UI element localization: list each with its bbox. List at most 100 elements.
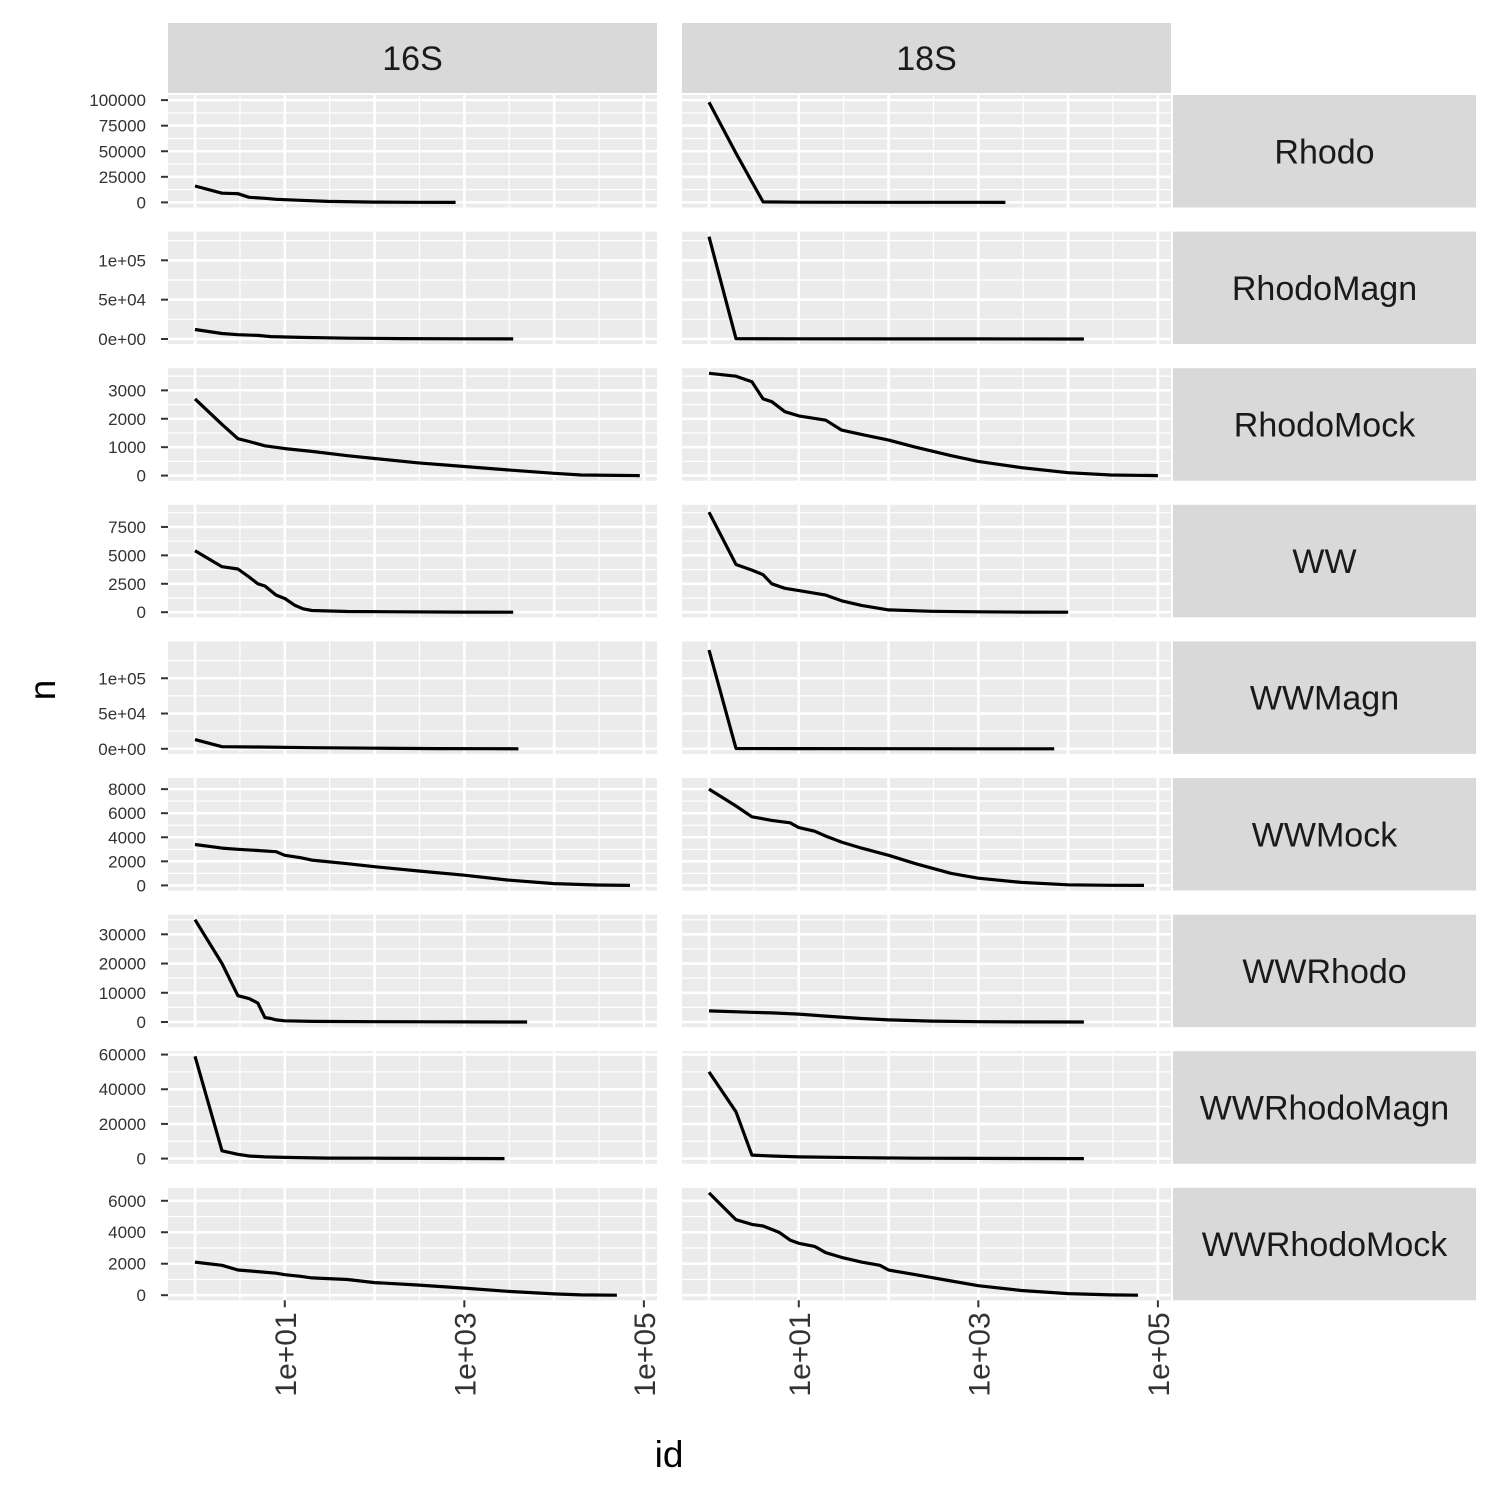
y-tick-label: 0e+00 [98, 740, 146, 759]
y-tick-label: 10000 [99, 984, 146, 1003]
y-tick-label: 20000 [99, 955, 146, 974]
panel-background [168, 1187, 657, 1301]
panel-WWRhodoMagn-18S [682, 1051, 1171, 1164]
panel-RhodoMock-16S [168, 368, 657, 481]
y-tick-label: 20000 [99, 1115, 146, 1134]
y-tick-label: 100000 [89, 91, 146, 110]
y-tick-label: 60000 [99, 1046, 146, 1065]
x-tick-label: 1e+03 [963, 1312, 996, 1396]
panel-WW-16S [168, 504, 657, 618]
panel-background [168, 1051, 657, 1164]
y-tick-label: 0 [137, 603, 146, 622]
y-tick-label: 25000 [99, 168, 146, 187]
y-tick-label: 30000 [99, 925, 146, 944]
y-tick-label: 5e+04 [98, 291, 146, 310]
strips-layer: 16S 18S Rhodo RhodoMagn RhodoMock WW WWMagn WWM… [168, 23, 1476, 1301]
series-line-WWRhodoMock-18S [707, 1191, 1139, 1297]
y-tick-label: 4000 [108, 1223, 146, 1242]
row-strip-label-WWRhodoMock: WWRhodoMock [1202, 1226, 1449, 1264]
y-tick-label: 40000 [99, 1080, 146, 1099]
y-tick-label: 0 [137, 1286, 146, 1305]
panel-RhodoMock-18S [682, 368, 1171, 481]
panel-Rhodo-18S [682, 95, 1171, 208]
panel-WWMagn-18S [682, 641, 1171, 754]
row-strip-WWRhodoMock [1173, 1187, 1476, 1301]
row-strip-WW [1173, 504, 1476, 618]
column-strip-label-18S: 18S [896, 40, 957, 78]
series-line-WWRhodo-16S [193, 918, 528, 1024]
series-line-RhodoMock-16S [193, 397, 640, 478]
y-tick-label: 2000 [108, 852, 146, 871]
y-tick-label: 2500 [108, 575, 146, 594]
panel-WWMock-18S [682, 778, 1171, 891]
panel-background [168, 231, 657, 345]
panel-WWRhodo-16S [168, 914, 657, 1028]
row-strip-RhodoMagn [1173, 231, 1476, 345]
y-tick-label: 8000 [108, 780, 146, 799]
panel-WWRhodo-18S [682, 914, 1171, 1028]
y-tick-label: 50000 [99, 142, 146, 161]
row-strip-label-WWRhodo: WWRhodo [1242, 953, 1406, 991]
series-line-RhodoMock-18S [708, 371, 1158, 478]
panel-background [682, 504, 1171, 618]
row-strip-label-RhodoMagn: RhodoMagn [1232, 270, 1417, 308]
panel-background [168, 914, 657, 1028]
y-tick-label: 0 [137, 876, 146, 895]
y-tick-label: 0 [137, 1150, 146, 1169]
column-strip-18S [682, 23, 1171, 93]
x-axis-title: id [655, 1434, 684, 1475]
series-line-Rhodo-16S [194, 184, 456, 204]
panel-background [682, 641, 1171, 754]
y-tick-label: 7500 [108, 518, 146, 537]
series-line-WW-18S [707, 511, 1069, 614]
y-tick-label: 1e+05 [98, 251, 146, 270]
row-strip-RhodoMock [1173, 368, 1476, 481]
series-line-WWMagn-18S [707, 649, 1055, 751]
x-tick-label: 1e+01 [270, 1312, 303, 1396]
axes-layer: 02500050000750001000000e+005e+041e+05010… [89, 91, 1176, 1396]
row-strip-label-WWMagn: WWMagn [1250, 680, 1399, 718]
y-tick-label: 2000 [108, 410, 146, 429]
row-strip-label-WW: WW [1292, 543, 1356, 581]
series-line-WWRhodo-18S [708, 1009, 1084, 1024]
y-tick-label: 2000 [108, 1255, 146, 1274]
series-line-WWMagn-16S [194, 738, 519, 751]
panel-Rhodo-16S [168, 95, 657, 208]
panel-WW-18S [682, 504, 1171, 618]
series-line-WWRhodoMock-16S [194, 1260, 617, 1297]
panel-background [682, 231, 1171, 345]
panel-WWMock-16S [168, 778, 657, 891]
panel-background [168, 641, 657, 754]
y-tick-label: 1e+05 [98, 669, 146, 688]
panel-WWRhodoMagn-16S [168, 1051, 657, 1164]
row-strip-WWMock [1173, 778, 1476, 891]
row-strip-WWRhodo [1173, 914, 1476, 1028]
series-line-WW-16S [194, 549, 514, 614]
series-line-RhodoMagn-18S [707, 236, 1084, 341]
y-axis-title: n [22, 680, 63, 701]
panel-background [682, 914, 1171, 1028]
series-line-WWMock-18S [708, 787, 1145, 887]
y-tick-label: 75000 [99, 117, 146, 136]
y-tick-label: 3000 [108, 381, 146, 400]
series-line-Rhodo-18S [707, 101, 1006, 204]
row-strip-WWMagn [1173, 641, 1476, 754]
row-strip-WWRhodoMagn [1173, 1051, 1476, 1164]
row-strip-label-RhodoMock: RhodoMock [1234, 406, 1416, 444]
column-strip-16S [168, 23, 657, 93]
y-tick-label: 0e+00 [98, 330, 146, 349]
x-tick-label: 1e+05 [1143, 1312, 1176, 1396]
column-strip-label-16S: 16S [382, 40, 443, 78]
x-tick-label: 1e+01 [784, 1312, 817, 1396]
series-line-WWMock-16S [194, 842, 631, 887]
y-tick-label: 1000 [108, 438, 146, 457]
y-tick-label: 0 [137, 193, 146, 212]
panel-RhodoMagn-16S [168, 231, 657, 345]
panel-background [168, 504, 657, 618]
panel-WWRhodoMock-16S [168, 1187, 657, 1301]
y-tick-label: 5e+04 [98, 705, 146, 724]
panel-background [682, 1051, 1171, 1164]
x-tick-label: 1e+03 [449, 1312, 482, 1396]
series-line-RhodoMagn-16S [194, 327, 514, 341]
